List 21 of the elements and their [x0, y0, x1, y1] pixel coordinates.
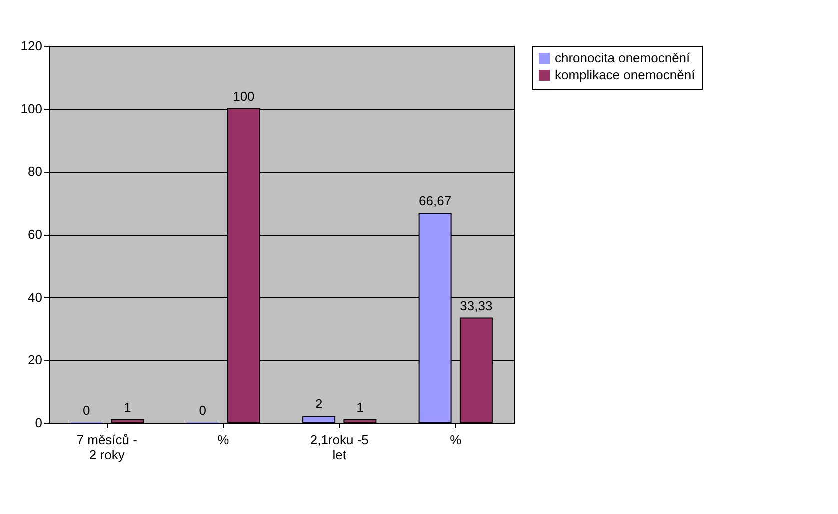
y-tick-label: 20	[28, 352, 42, 368]
data-label: 1	[356, 400, 364, 415]
data-label: 1	[124, 400, 132, 415]
data-label: 0	[199, 403, 206, 418]
y-tick-label: 120	[20, 38, 42, 54]
y-tick-label: 40	[28, 290, 42, 305]
data-label: 0	[82, 403, 90, 418]
data-label: 2	[315, 396, 323, 412]
y-tick-label: 60	[28, 227, 42, 242]
y-tick-label: 80	[28, 164, 42, 180]
y-tick-label: 0	[35, 416, 42, 430]
x-tick-label: %	[218, 432, 230, 448]
x-tick-label: 2,1roku -5 let	[310, 432, 369, 462]
data-label: 66,67	[419, 194, 452, 209]
y-tick-label: 100	[20, 101, 42, 116]
x-tick-label: %	[450, 432, 462, 448]
legend-label: komplikace onemocnění	[555, 68, 696, 82]
data-label: 100	[233, 88, 255, 104]
data-label: 33,33	[460, 298, 493, 314]
x-tick-label: 7 měsíců - 2 roky	[76, 432, 138, 462]
legend-label: chronocita onemocnění	[555, 50, 691, 66]
